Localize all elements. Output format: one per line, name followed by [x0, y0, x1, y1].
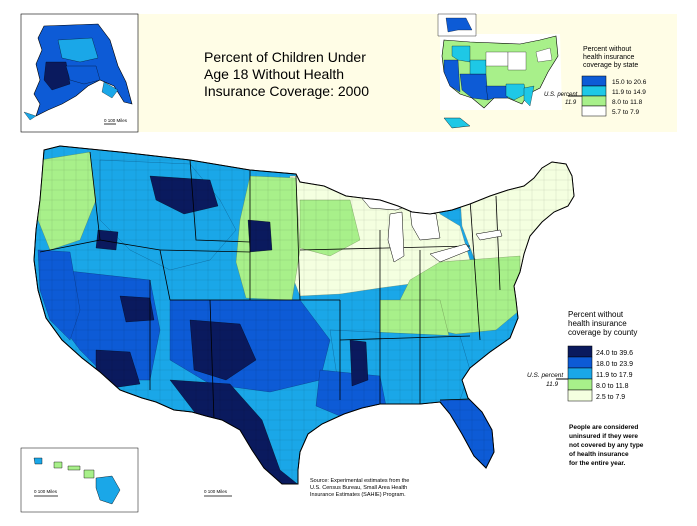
state-legend-label-1: 15.0 to 20.6 [612, 79, 647, 86]
county-legend-label-3: 11.9 to 17.9 [596, 372, 633, 379]
region-gulf-coast [315, 369, 387, 417]
state-legend-swatch-2 [581, 85, 607, 97]
lake-michigan [387, 211, 405, 263]
county-legend-label-1: 24.0 to 39.6 [596, 350, 633, 357]
county-legend-swatch-5 [567, 389, 593, 402]
county-legend-swatch-1 [567, 345, 593, 358]
state-legend-label-4: 5.7 to 7.9 [612, 109, 639, 116]
region-florida [439, 399, 497, 471]
region-california [37, 249, 81, 341]
note-line-5: for the entire year. [569, 460, 626, 467]
conus-scale-label: 0 100 Miles [204, 489, 228, 494]
region-nm-dark [119, 295, 155, 323]
state-legend: Percent without health insurance coverag… [544, 46, 647, 117]
map-title: Percent of Children Under Age 18 Without… [204, 49, 369, 99]
title-line-3: Insurance Coverage: 2000 [204, 83, 369, 99]
region-upper-midwest-mid [299, 199, 361, 257]
source-line-1: Source: Experimental estimates from the [310, 478, 409, 484]
note-line-2: uninsured if they were [569, 433, 638, 440]
hawaii-maui [83, 469, 95, 479]
region-montana-dark [149, 175, 219, 215]
conus-map [33, 145, 575, 485]
hawaii-inset: 0 100 Miles [20, 447, 139, 513]
state-legend-swatch-4 [581, 105, 607, 117]
hawaii-kauai [33, 457, 43, 465]
state-legend-title-3: coverage by state [583, 62, 638, 69]
hawaii-oahu [53, 461, 63, 469]
county-legend-label-2: 18.0 to 23.9 [596, 361, 633, 368]
state-legend-label-3: 8.0 to 11.8 [612, 99, 643, 106]
county-legend-swatch-4 [567, 378, 593, 391]
uninsured-note: People are considered uninsured if they … [569, 424, 644, 467]
title-line-1: Percent of Children Under [204, 49, 366, 65]
county-legend-us-label: U.S. percent [527, 372, 564, 379]
county-legend-label-4: 8.0 to 11.8 [596, 383, 629, 390]
source-note: Source: Experimental estimates from the … [310, 478, 409, 498]
note-line-3: not covered by any type [569, 442, 644, 449]
title-line-2: Age 18 Without Health [204, 66, 344, 82]
county-legend-title-3: coverage by county [568, 328, 637, 337]
county-legend-title-2: health insurance [568, 319, 627, 328]
state-legend-us-label: U.S. percent [544, 92, 578, 98]
lake-erie [429, 243, 471, 263]
county-legend: Percent without health insurance coverag… [527, 310, 637, 402]
state-legend-title-2: health insurance [583, 54, 634, 61]
state-legend-title-1: Percent without [583, 46, 631, 53]
state-legend-label-2: 11.9 to 14.9 [612, 89, 646, 96]
county-legend-title-1: Percent without [568, 310, 624, 319]
alaska-inset: 0 100 Miles [20, 13, 139, 133]
county-legend-label-5: 2.5 to 7.9 [596, 394, 625, 401]
note-line-1: People are considered [569, 424, 638, 431]
alaska-scale-label: 0 100 Miles [104, 118, 128, 123]
county-legend-swatch-3 [567, 367, 593, 380]
region-dakotas-dark [247, 219, 273, 253]
county-legend-us-value: 11.9 [546, 381, 559, 388]
conus-scale: 0 100 Miles [204, 489, 232, 497]
lake-ontario [475, 229, 503, 241]
state-legend-swatch-3 [581, 95, 607, 107]
source-line-3: Insurance Estimates (SAHIE) Program. [310, 492, 406, 498]
county-legend-swatch-2 [567, 356, 593, 369]
hawaii-molokai [67, 465, 81, 471]
region-delta-dark [349, 339, 369, 387]
state-inset [437, 13, 562, 129]
state-legend-us-value: 11.9 [565, 100, 577, 106]
region-idaho-dark [95, 229, 119, 251]
state-legend-swatch-1 [581, 75, 607, 87]
hawaii-big-island [95, 475, 121, 505]
source-line-2: U.S. Census Bureau, Small Area Health [310, 485, 407, 491]
hawaii-scale-label: 0 100 Miles [34, 489, 58, 494]
note-line-4: of health insurance [569, 451, 629, 458]
region-west-texas [189, 319, 257, 381]
